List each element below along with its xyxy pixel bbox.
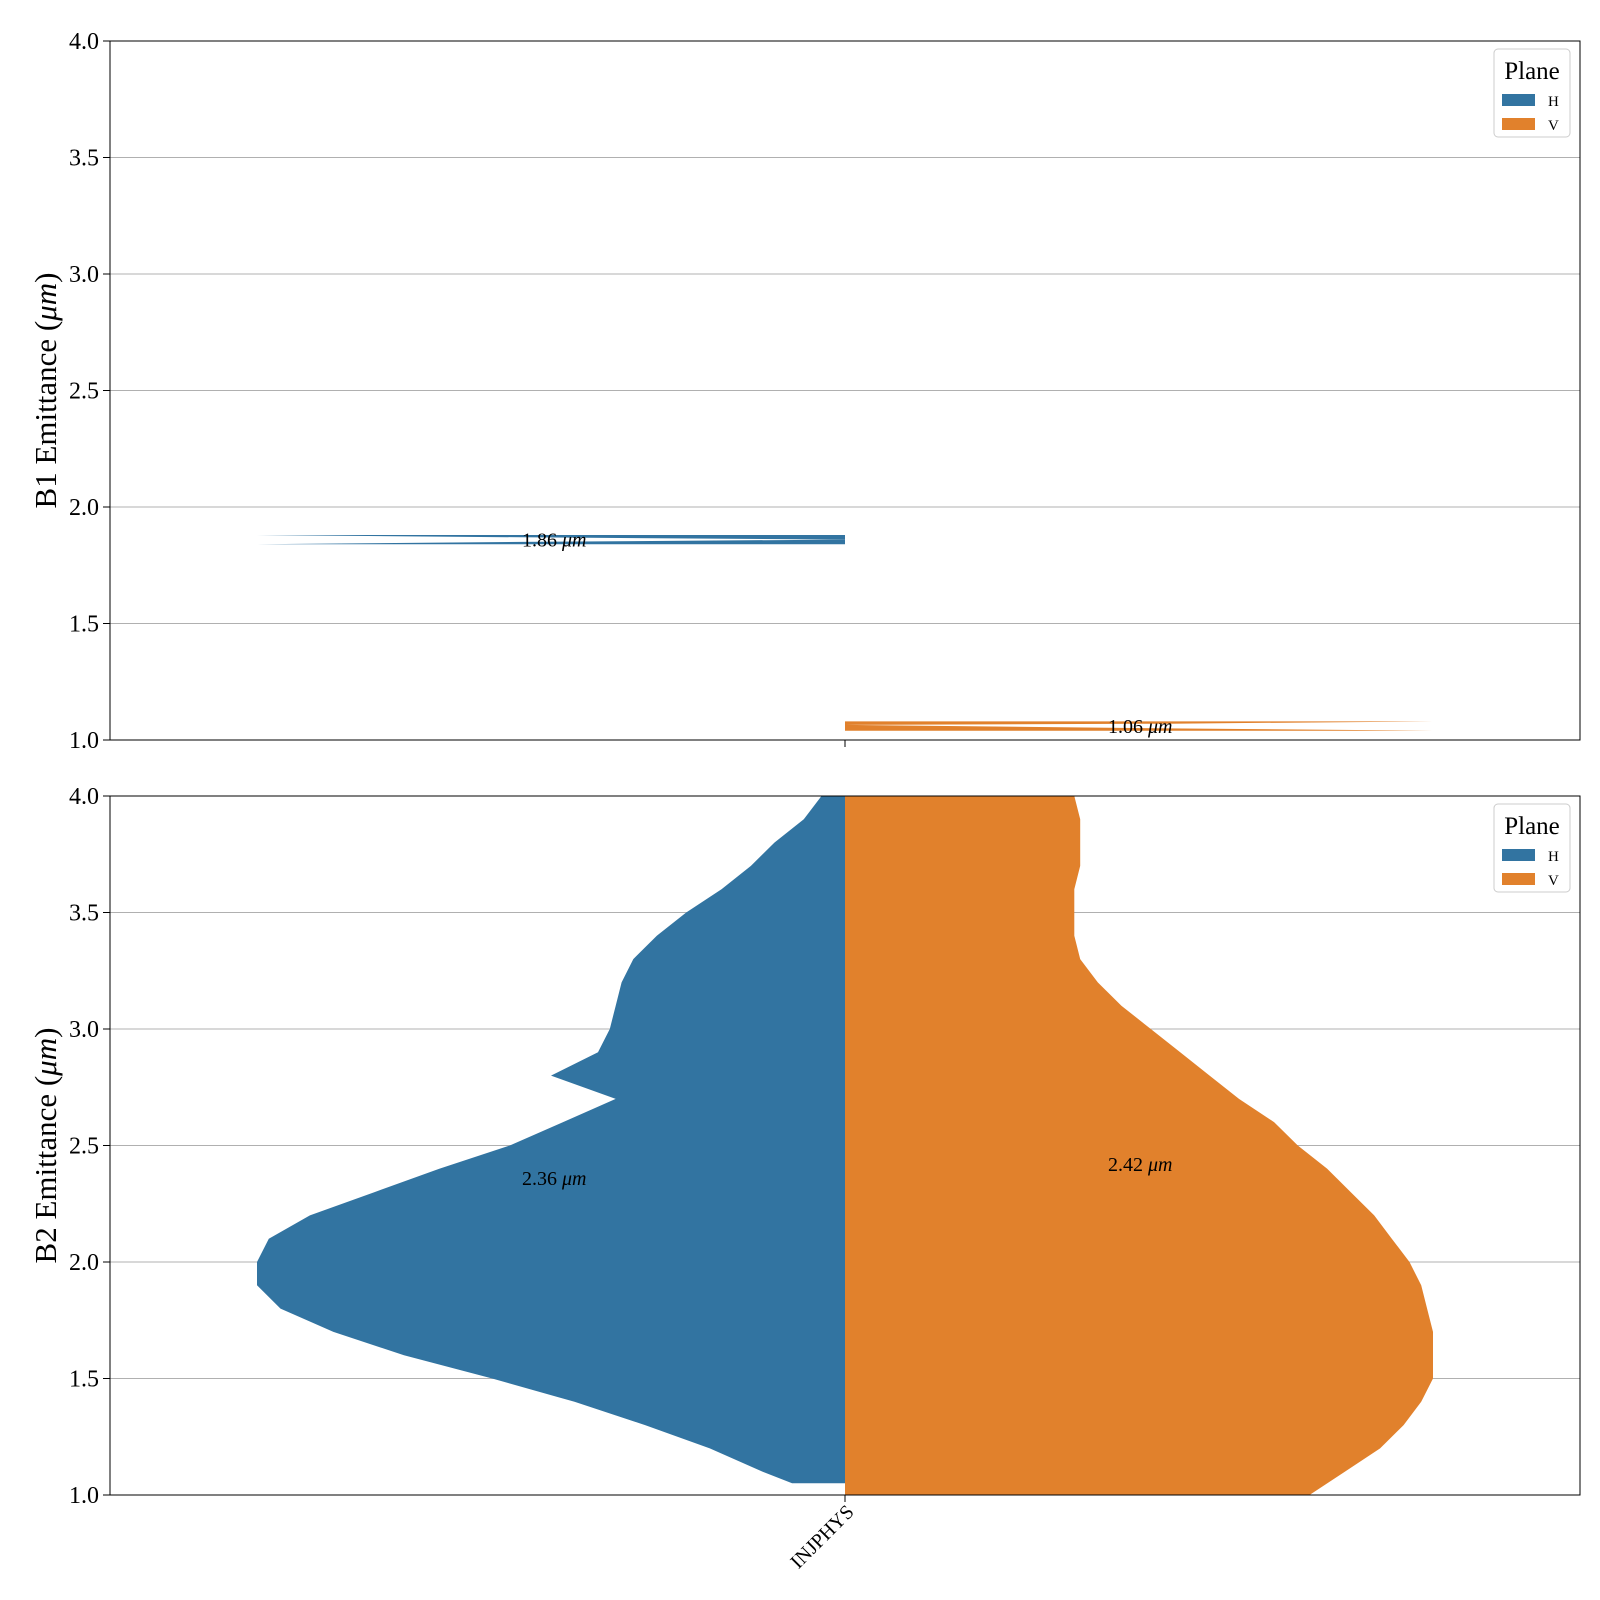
- b2-legend-label-h: H: [1548, 849, 1559, 865]
- b1-legend-box: [1493, 48, 1571, 138]
- b2-legend-title: Plane: [1504, 813, 1560, 840]
- xtick-label-injphys: INJPHYS: [786, 1501, 858, 1573]
- b1-legend-swatch-v: [1502, 118, 1535, 130]
- b1-legend-label-v: V: [1548, 118, 1559, 134]
- b2-ytick-label: 1.0: [69, 1483, 99, 1509]
- b1-ytick-label: 2.5: [69, 379, 99, 405]
- b2-emittance-panel: 1.0 1.5 2.0 2.5 3.0 3.5 4.0 2.36 μm 2.42 μm B2 Em…: [28, 784, 1581, 1509]
- b2-ytick-label: 3.5: [69, 901, 99, 927]
- b1-legend-label-h: H: [1548, 94, 1559, 110]
- b2-legend-swatch-v: [1502, 873, 1535, 885]
- b2-legend-box: [1493, 803, 1571, 893]
- b1-median-label-v: 1.06 μm: [1108, 716, 1172, 738]
- b2-ytick-label: 2.5: [69, 1134, 99, 1160]
- b1-legend-swatch-h: [1502, 94, 1535, 106]
- b2-ytick-label: 2.0: [69, 1250, 99, 1276]
- b2-violin-h: [257, 796, 845, 1484]
- b2-median-label-v: 2.42 μm: [1108, 1154, 1172, 1176]
- b1-ytick-label: 2.0: [69, 495, 99, 521]
- b2-ytick-label: 4.0: [69, 784, 99, 810]
- b1-violin-h: [257, 535, 845, 545]
- b1-ytick-label: 4.0: [69, 29, 99, 55]
- x-axis: INJPHYS: [786, 1495, 859, 1573]
- b2-ytick-label: 1.5: [69, 1367, 99, 1393]
- b2-violin-v: [845, 796, 1433, 1495]
- b1-emittance-panel: 1.0 1.5 2.0 2.5 3.0 3.5 4.0 1.86 μm 1.06 μm B1 Em…: [28, 29, 1581, 754]
- b2-ylabel: B2 Emittance (μm): [28, 1028, 63, 1264]
- b2-legend-swatch-h: [1502, 849, 1535, 861]
- b1-ytick-label: 1.0: [69, 728, 99, 754]
- b1-violin-v: [845, 721, 1433, 731]
- b2-legend-label-v: V: [1548, 873, 1559, 889]
- b2-median-label-h: 2.36 μm: [522, 1168, 586, 1190]
- b1-ytick-label: 3.5: [69, 146, 99, 172]
- b1-ytick-label: 3.0: [69, 262, 99, 288]
- b1-legend-title: Plane: [1504, 58, 1560, 85]
- b1-ytick-label: 1.5: [69, 612, 99, 638]
- b2-ytick-label: 3.0: [69, 1017, 99, 1043]
- b1-ylabel: B1 Emittance (μm): [28, 273, 63, 509]
- b1-median-label-h: 1.86 μm: [522, 530, 586, 552]
